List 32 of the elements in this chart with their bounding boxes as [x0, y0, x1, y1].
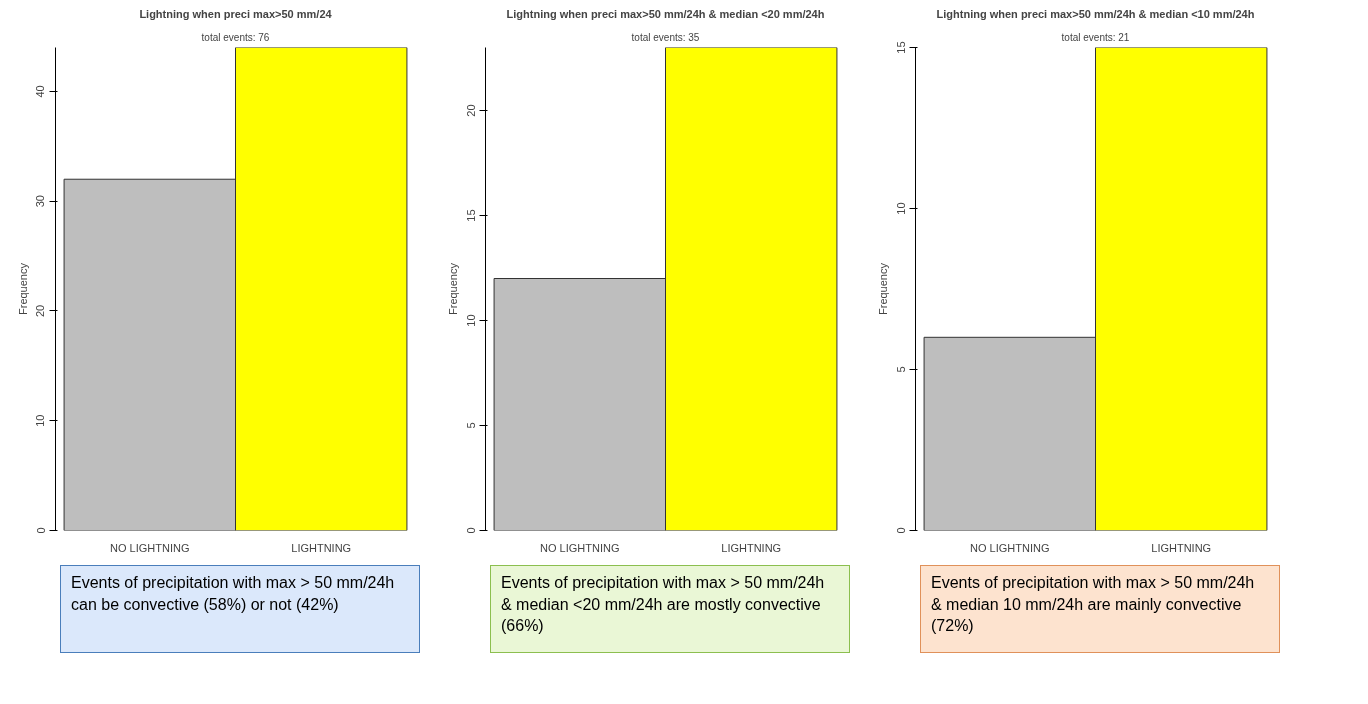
- y-tick-label: 10: [34, 414, 47, 427]
- y-tick-label: 10: [894, 202, 907, 215]
- x-tick-label: LIGHTNING: [721, 541, 782, 554]
- y-axis-title: Frequency: [446, 262, 459, 315]
- y-tick-label: 40: [34, 85, 47, 98]
- y-tick-label: 20: [464, 104, 477, 117]
- y-tick-label: 30: [34, 195, 47, 208]
- text: Events of precipitation with max > 50 mm/24h & median <20 mm/24h are mostly convective (66%): [501, 573, 826, 637]
- y-axis-title: Frequency: [876, 262, 889, 315]
- chart-subtitle: total events: 35: [631, 31, 700, 43]
- chart-subtitle: total events: 21: [1061, 31, 1130, 43]
- y-tick-label: 5: [894, 366, 907, 373]
- x-tick-label: NO LIGHTNING: [970, 541, 1050, 554]
- y-tick-label: 0: [894, 527, 907, 534]
- y-tick-label: 5: [464, 422, 477, 429]
- chart-subtitle: total events: 76: [201, 31, 270, 43]
- y-tick-label: 0: [464, 527, 477, 534]
- y-tick-label: 15: [464, 209, 477, 222]
- x-tick-label: LIGHTNING: [291, 541, 352, 554]
- text: Events of precipitation with max > 50 mm/24h can be convective (58%) or not (42%): [71, 573, 396, 615]
- chart-title: Lightning when preci max>50 mm/24h & median <10 mm/24h: [936, 7, 1255, 20]
- text: Events of precipitation with max > 50 mm/24h & median 10 mm/24h are mainly convective (72%): [931, 573, 1256, 637]
- y-tick-label: 15: [894, 41, 907, 54]
- x-tick-label: NO LIGHTNING: [110, 541, 190, 554]
- x-tick-label: LIGHTNING: [1151, 541, 1212, 554]
- y-axis-title: Frequency: [16, 262, 29, 315]
- chart-title: Lightning when preci max>50 mm/24: [139, 7, 333, 20]
- x-tick-label: NO LIGHTNING: [540, 541, 620, 554]
- y-tick-label: 0: [34, 527, 47, 534]
- chart-title: Lightning when preci max>50 mm/24h & median <20 mm/24h: [506, 7, 825, 20]
- y-tick-label: 10: [464, 314, 477, 327]
- y-tick-label: 20: [34, 304, 47, 318]
